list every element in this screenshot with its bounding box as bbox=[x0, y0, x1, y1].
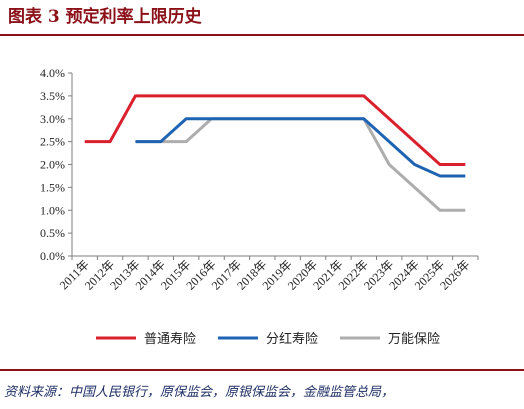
series-line-1 bbox=[84, 94, 466, 166]
y-tick-label: 1.0% bbox=[40, 203, 65, 217]
y-tick-label: 3.5% bbox=[40, 89, 65, 103]
legend-label: 万能保险 bbox=[388, 332, 440, 347]
y-tick-label: 3.0% bbox=[40, 112, 65, 126]
y-tick-label: 1.5% bbox=[40, 180, 65, 194]
y-tick-label: 2.0% bbox=[40, 158, 65, 172]
legend-label: 分红寿险 bbox=[266, 331, 318, 347]
y-tick-label: 4.0% bbox=[40, 66, 65, 80]
y-tick-label: 0.0% bbox=[40, 249, 65, 263]
line-chart: 0.0%0.5%1.0%1.5%2.0%2.5%3.0%3.5%4.0%2011… bbox=[40, 66, 479, 347]
source-note: 资料来源：中国人民银行，原保监会，原银保监会，金融监管总局， bbox=[4, 385, 395, 400]
series-line-2 bbox=[135, 117, 466, 178]
y-tick-label: 2.5% bbox=[40, 135, 65, 149]
figure-title: 图表 3 预定利率上限历史 bbox=[8, 7, 202, 27]
title-divider bbox=[0, 34, 524, 36]
legend-label: 普通寿险 bbox=[144, 332, 196, 347]
source-divider bbox=[0, 369, 524, 371]
y-tick-label: 0.5% bbox=[40, 226, 65, 240]
